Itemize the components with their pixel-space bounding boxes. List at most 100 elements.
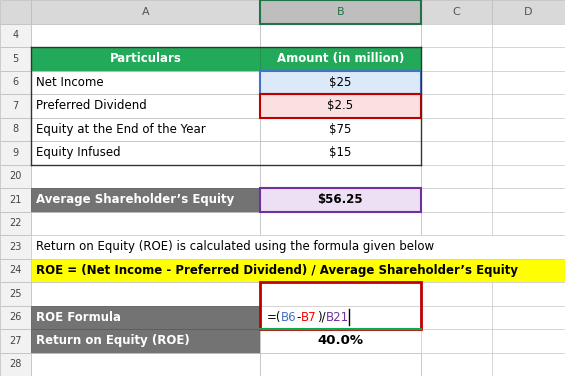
Bar bbox=[492, 94, 565, 117]
Text: 9: 9 bbox=[12, 148, 19, 158]
Bar bbox=[31, 353, 260, 376]
Bar bbox=[421, 94, 492, 117]
Bar bbox=[31, 23, 260, 47]
Bar bbox=[260, 282, 421, 305]
Bar bbox=[421, 282, 492, 305]
Bar bbox=[0, 94, 31, 117]
Bar bbox=[260, 282, 421, 329]
Bar bbox=[31, 165, 260, 188]
Bar bbox=[260, 329, 421, 353]
Bar bbox=[31, 329, 260, 353]
Bar bbox=[421, 141, 492, 165]
Bar bbox=[492, 117, 565, 141]
Text: 40.0%: 40.0% bbox=[318, 334, 363, 347]
Bar bbox=[31, 71, 260, 94]
Bar bbox=[31, 305, 260, 329]
Text: B21: B21 bbox=[325, 311, 349, 324]
Bar bbox=[31, 94, 260, 117]
Bar bbox=[492, 282, 565, 305]
Bar bbox=[0, 259, 31, 282]
Text: $15: $15 bbox=[329, 146, 351, 159]
Text: B: B bbox=[337, 7, 344, 17]
Text: Equity Infused: Equity Infused bbox=[36, 146, 120, 159]
Text: B7: B7 bbox=[301, 311, 317, 324]
Text: Particulars: Particulars bbox=[110, 52, 181, 65]
Text: A: A bbox=[142, 7, 149, 17]
Bar bbox=[260, 141, 421, 165]
Bar bbox=[31, 235, 565, 259]
Bar bbox=[492, 47, 565, 71]
Bar bbox=[31, 47, 260, 71]
Text: B6: B6 bbox=[281, 311, 297, 324]
Text: Average Shareholder’s Equity: Average Shareholder’s Equity bbox=[36, 193, 234, 206]
Bar bbox=[421, 117, 492, 141]
Bar bbox=[492, 353, 565, 376]
Bar bbox=[421, 23, 492, 47]
Bar bbox=[260, 188, 421, 211]
Bar bbox=[31, 117, 260, 141]
Bar bbox=[0, 141, 31, 165]
Bar bbox=[260, 305, 421, 329]
Text: $56.25: $56.25 bbox=[318, 193, 363, 206]
Bar bbox=[492, 71, 565, 94]
Bar bbox=[31, 211, 260, 235]
Bar bbox=[492, 259, 565, 282]
Bar bbox=[0, 305, 31, 329]
Bar bbox=[0, 0, 31, 23]
Bar bbox=[31, 0, 260, 23]
Bar bbox=[492, 165, 565, 188]
Bar bbox=[0, 329, 31, 353]
Bar bbox=[492, 211, 565, 235]
Bar bbox=[421, 329, 492, 353]
Bar bbox=[492, 141, 565, 165]
Text: D: D bbox=[524, 7, 533, 17]
Bar bbox=[260, 0, 421, 23]
Bar bbox=[421, 259, 492, 282]
Text: ROE = (Net Income - Preferred Dividend) / Average Shareholder’s Equity: ROE = (Net Income - Preferred Dividend) … bbox=[36, 264, 518, 277]
Bar bbox=[0, 211, 31, 235]
Text: 21: 21 bbox=[10, 195, 21, 205]
Bar bbox=[260, 353, 421, 376]
Bar bbox=[421, 211, 492, 235]
Bar bbox=[0, 235, 31, 259]
Bar bbox=[0, 23, 31, 47]
Text: 20: 20 bbox=[10, 171, 21, 181]
Text: Equity at the End of the Year: Equity at the End of the Year bbox=[36, 123, 205, 136]
Bar bbox=[260, 165, 421, 188]
Bar bbox=[421, 165, 492, 188]
Bar bbox=[492, 23, 565, 47]
Bar bbox=[492, 329, 565, 353]
Bar bbox=[421, 305, 492, 329]
Bar bbox=[260, 211, 421, 235]
Bar bbox=[421, 47, 492, 71]
Text: $2.5: $2.5 bbox=[327, 99, 354, 112]
Bar bbox=[260, 47, 421, 71]
Text: 27: 27 bbox=[9, 336, 22, 346]
Bar bbox=[492, 188, 565, 211]
Text: Return on Equity (ROE) is calculated using the formula given below: Return on Equity (ROE) is calculated usi… bbox=[36, 240, 434, 253]
Text: ROE Formula: ROE Formula bbox=[36, 311, 120, 324]
Bar bbox=[492, 235, 565, 259]
Bar bbox=[421, 235, 492, 259]
Text: Amount (in million): Amount (in million) bbox=[277, 52, 404, 65]
Bar bbox=[0, 117, 31, 141]
Bar bbox=[260, 71, 421, 94]
Text: $25: $25 bbox=[329, 76, 351, 89]
Bar bbox=[421, 353, 492, 376]
Bar bbox=[31, 188, 260, 211]
Text: C: C bbox=[453, 7, 460, 17]
Bar bbox=[0, 71, 31, 94]
Bar bbox=[260, 23, 421, 47]
Bar bbox=[260, 0, 421, 23]
Bar bbox=[260, 117, 421, 141]
Text: -: - bbox=[297, 311, 301, 324]
Bar bbox=[260, 94, 421, 117]
Text: 28: 28 bbox=[10, 359, 21, 369]
Text: 22: 22 bbox=[9, 218, 22, 228]
Bar bbox=[0, 282, 31, 305]
Bar bbox=[492, 305, 565, 329]
Text: 7: 7 bbox=[12, 101, 19, 111]
Text: 4: 4 bbox=[12, 30, 19, 40]
Bar bbox=[260, 188, 421, 211]
Text: 23: 23 bbox=[10, 242, 21, 252]
